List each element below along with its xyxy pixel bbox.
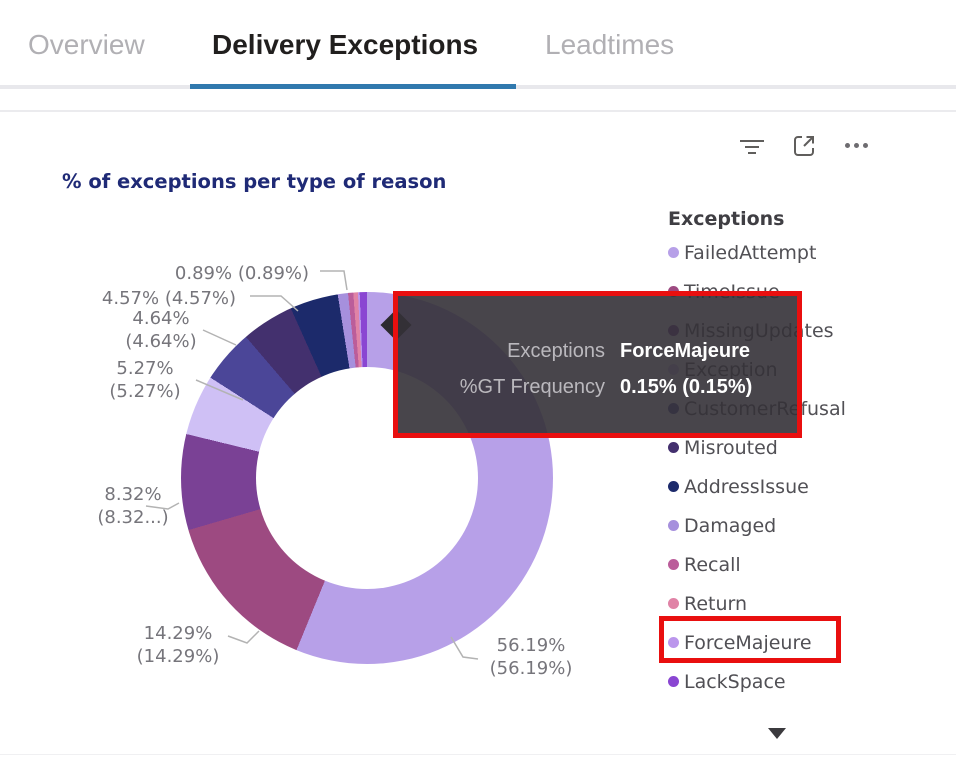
tooltip-value: ForceMajeure <box>620 340 751 362</box>
legend-dot-icon <box>668 481 679 492</box>
data-label-TimeIssue: 14.29% (14.29%) <box>136 623 220 667</box>
canvas-bottom-divider <box>0 754 956 755</box>
filter-icon[interactable] <box>740 140 764 158</box>
tooltip-row: Exceptions ForceMajeure <box>398 333 797 369</box>
data-label-FailedAttempt: 56.19% (56.19%) <box>489 635 573 679</box>
legend-item-AddressIssue[interactable]: AddressIssue <box>668 467 956 506</box>
tooltip-row: %GT Frequency 0.15% (0.15%) <box>398 369 797 405</box>
tab-delivery-exceptions[interactable]: Delivery Exceptions <box>212 29 479 60</box>
legend-dot-icon <box>668 559 679 570</box>
legend-scroll-down-icon[interactable] <box>768 728 786 739</box>
legend-highlight-box <box>659 616 841 663</box>
legend-label: FailedAttempt <box>684 241 817 264</box>
tab-overview[interactable]: Overview <box>28 29 145 60</box>
legend-dot-icon <box>668 637 679 648</box>
legend-dot-icon <box>668 520 679 531</box>
tooltip-value: 0.15% (0.15%) <box>620 376 753 398</box>
legend-item-Return[interactable]: Return <box>668 584 956 623</box>
data-label-Damaged: 0.89% (0.89%) <box>174 263 310 284</box>
legend-label: Recall <box>684 553 741 576</box>
legend-dot-icon <box>668 247 679 258</box>
data-label-CustomerRefusal: 4.64% (4.64%) <box>125 308 197 352</box>
tab-leadtimes[interactable]: Leadtimes <box>545 29 675 60</box>
legend-item-ForceMajeure[interactable]: ForceMajeure <box>668 623 956 662</box>
tooltip-highlight-box: Exceptions ForceMajeure %GT Frequency 0.… <box>393 291 802 438</box>
report-tab-bar: Overview Delivery Exceptions Leadtimes <box>0 0 956 90</box>
canvas-top-divider <box>0 110 956 112</box>
legend-label: Damaged <box>684 514 777 537</box>
legend-item-Recall[interactable]: Recall <box>668 545 956 584</box>
data-label-Exception: 5.27% (5.27%) <box>109 358 181 402</box>
legend-label: ForceMajeure <box>684 631 812 654</box>
legend-label: AddressIssue <box>684 475 809 498</box>
tooltip-label: %GT Frequency <box>459 376 605 398</box>
legend-label: Misrouted <box>684 436 778 459</box>
more-options-icon[interactable] <box>845 142 873 148</box>
tooltip: Exceptions ForceMajeure %GT Frequency 0.… <box>398 296 797 433</box>
focus-mode-glyph <box>794 136 814 156</box>
legend-item-FailedAttempt[interactable]: FailedAttempt <box>668 233 956 272</box>
tooltip-label: Exceptions <box>507 340 605 362</box>
data-label-Misrouted: 4.57% (4.57%) <box>101 288 237 309</box>
legend-item-Damaged[interactable]: Damaged <box>668 506 956 545</box>
chart-title: % of exceptions per type of reason <box>62 170 447 193</box>
legend-dot-icon <box>668 676 679 687</box>
focus-mode-icon[interactable] <box>791 133 817 159</box>
legend-item-Misrouted[interactable]: Misrouted <box>668 428 956 467</box>
legend-dot-icon <box>668 598 679 609</box>
legend-label: LackSpace <box>684 670 786 693</box>
active-tab-underline <box>190 84 516 89</box>
legend-item-LackSpace[interactable]: LackSpace <box>668 662 956 701</box>
legend-label: Return <box>684 592 748 615</box>
legend-dot-icon <box>668 442 679 453</box>
data-label-MissingUpdates: 8.32% (8.32...) <box>97 484 169 528</box>
legend-title: Exceptions <box>668 208 785 230</box>
